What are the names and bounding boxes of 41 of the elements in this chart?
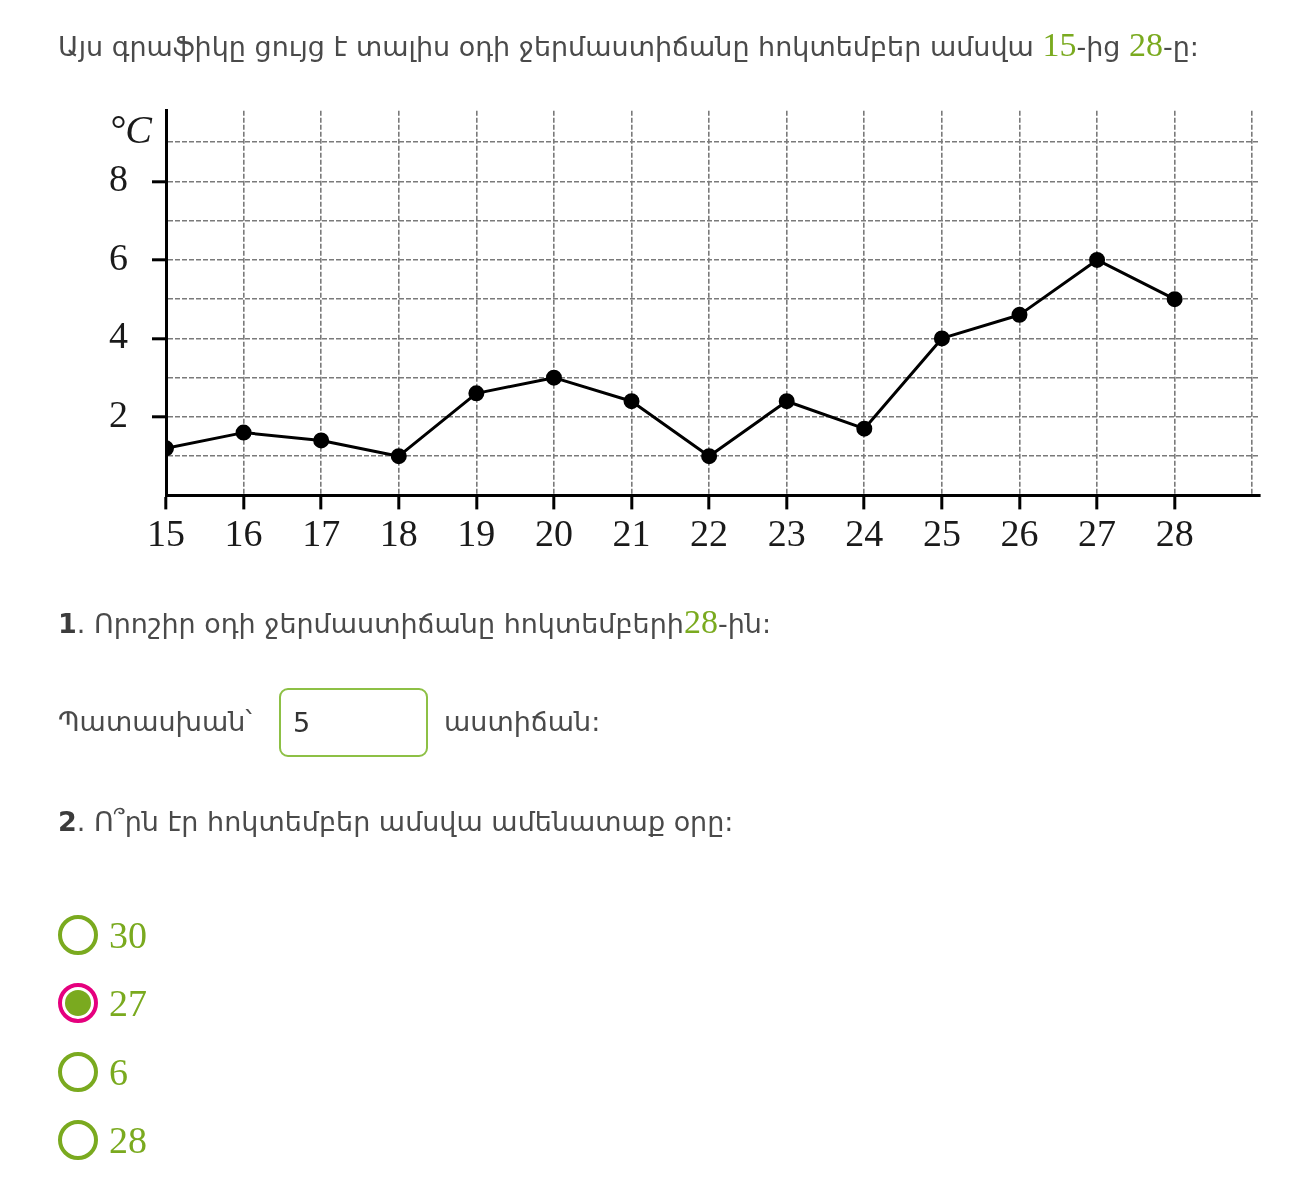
text-input-field: 5 [279, 688, 428, 757]
point [1011, 306, 1028, 323]
y-tick-label: 8 [109, 157, 128, 200]
text: աստիճան: [444, 705, 601, 739]
point [623, 393, 640, 410]
point [1166, 291, 1183, 308]
x-tick-label: 22 [690, 512, 729, 555]
point [778, 393, 795, 410]
text: Պատասխան՝ [58, 705, 252, 739]
chart-title: Այս գրաֆիկը ցույց է տալիս օդի ջերմաստիճանը հոկտեմբեր ամսվա 15-ից 28-ը: [58, 25, 1199, 65]
point [1089, 251, 1106, 268]
x-tick-label: 15 [147, 512, 185, 555]
text: 30 [109, 913, 147, 958]
x-tick-label: 18 [379, 512, 418, 555]
point [856, 420, 873, 437]
x-tick-label: 24 [845, 512, 884, 555]
point [468, 385, 485, 402]
text: 2. Ո՞րն էր հոկտեմբեր ամսվա ամենատաք օրը: [58, 805, 734, 839]
x-tick-label: 25 [922, 512, 961, 555]
y-tick-label: 2 [109, 392, 128, 435]
x-tick-label: 21 [612, 512, 651, 555]
x-tick-label: 19 [457, 512, 496, 555]
point [313, 432, 330, 449]
point [701, 448, 718, 465]
x-tick-label: 17 [302, 512, 341, 555]
y-tick-label: 6 [109, 235, 128, 278]
x-tick-label: 26 [1000, 512, 1039, 555]
y-tick-label: 4 [109, 314, 128, 357]
x-tick-label: 23 [767, 512, 806, 555]
x-tick-label: 16 [224, 512, 263, 555]
x-tick-label: 28 [1155, 512, 1194, 555]
x-tick-label: 27 [1078, 512, 1117, 555]
text: 27 [109, 981, 147, 1027]
text: 1. Որոշիր օդի ջերմաստիճանը հոկտեմբերի28-ին: [58, 602, 772, 642]
point [933, 330, 950, 347]
point [235, 424, 252, 441]
x-tick-label: 20 [534, 512, 573, 555]
point [390, 448, 407, 465]
text: 28 [109, 1117, 147, 1163]
y-axis-title: °C [109, 107, 154, 153]
point [545, 369, 562, 386]
